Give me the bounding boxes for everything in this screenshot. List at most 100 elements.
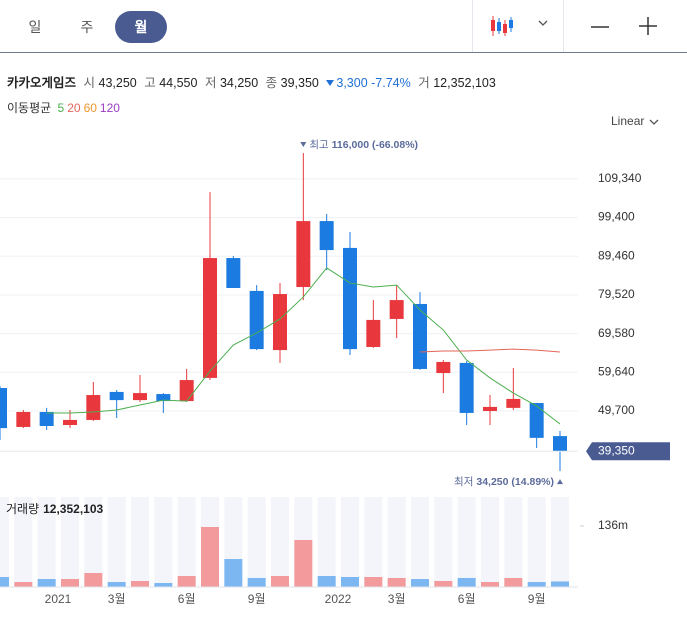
volume-bar	[247, 577, 266, 587]
volume-bar	[177, 576, 196, 587]
volume-column-bg	[14, 497, 33, 587]
volume-bar	[294, 540, 313, 587]
period-tab[interactable]: 일	[28, 19, 42, 35]
candle-body	[413, 303, 427, 369]
chart-type-dropdown[interactable]	[537, 18, 549, 28]
x-tick-label: 2021	[45, 592, 72, 606]
volume-bar	[14, 582, 33, 587]
volume-column-bg	[481, 497, 499, 587]
annotation-value: 116,000 (-66.08%)	[332, 139, 418, 151]
period-tab[interactable]: 주	[80, 19, 94, 35]
candle-body	[389, 300, 404, 319]
volume-bar	[434, 580, 453, 587]
candle-body	[109, 391, 124, 401]
volume-bar	[201, 527, 219, 587]
volume-bar	[0, 577, 9, 587]
x-tick-label: 2022	[325, 592, 352, 606]
moving-average-period: 60	[83, 101, 97, 115]
volume-column-bg	[504, 497, 523, 587]
change-percent: -7.74%	[371, 76, 411, 90]
volume-column-bg	[131, 497, 149, 587]
x-tick-label: 9월	[248, 592, 266, 606]
high-value: 44,550	[159, 76, 198, 90]
volume-title: 거래량 12,352,103	[6, 502, 104, 516]
down-arrow	[326, 80, 335, 86]
volume-bar	[457, 577, 476, 587]
annotation-label: 최고	[309, 139, 329, 151]
close-value: 39,350	[280, 76, 319, 90]
x-tick-label: 3월	[108, 592, 126, 606]
volume-bar	[504, 577, 523, 587]
candle-body	[296, 221, 311, 288]
volume-column-bg	[387, 497, 406, 587]
candle-body	[506, 398, 521, 408]
volume-bar	[154, 583, 173, 587]
volume-bar	[527, 582, 546, 587]
moving-average-legend: 이동평균 5 20 60 120	[7, 99, 120, 116]
volume-column-bg	[61, 497, 79, 587]
annotation: 최고 116,000 (-66.08%)	[309, 139, 418, 151]
candle-body	[133, 393, 147, 401]
x-tick-label: 6월	[178, 592, 196, 606]
annotation-marker	[300, 141, 307, 147]
scale-menu[interactable]: Linear	[611, 114, 660, 128]
high-label: 고	[144, 76, 156, 90]
volume-bar	[84, 573, 103, 587]
volume-title-value: 12,352,103	[43, 502, 103, 516]
volume-column-bg	[37, 497, 56, 587]
candle-body	[39, 411, 54, 426]
volume-bar	[387, 577, 406, 587]
y-tick-label: 99,400	[598, 210, 635, 224]
volume-column-bg	[107, 497, 126, 587]
volume-column-bg	[177, 497, 196, 587]
candle-body	[436, 361, 451, 374]
close-label: 종	[265, 76, 278, 90]
moving-average-period: 120	[99, 101, 120, 115]
candle-body	[16, 411, 31, 427]
volume-bar	[411, 579, 429, 587]
candle-body	[203, 258, 217, 378]
volume-title-label: 거래량	[6, 502, 39, 516]
volume-column-bg	[271, 497, 289, 587]
moving-average-line	[419, 348, 561, 353]
moving-average-period: 20	[67, 101, 81, 115]
volume-column-bg	[527, 497, 546, 587]
volume-column-bg	[0, 497, 9, 587]
candle-body	[273, 294, 287, 351]
volume-label: 거	[418, 76, 430, 90]
volume-bar	[481, 582, 499, 587]
volume-column-bg	[434, 497, 453, 587]
moving-average-period: 5	[57, 101, 65, 115]
volume-column-bg	[341, 497, 359, 587]
low-value: 34,250	[219, 76, 259, 90]
annotation-label: 최저	[454, 476, 473, 488]
volume-bar	[224, 559, 243, 587]
volume-column-bg	[457, 497, 476, 587]
open-value: 43,250	[98, 76, 137, 90]
candle-body	[86, 395, 101, 420]
volume-bar	[271, 576, 289, 587]
moving-average-line	[46, 267, 561, 425]
candle-body	[529, 403, 544, 438]
period-tab[interactable]: 월	[115, 11, 167, 43]
divider	[472, 0, 473, 52]
candle-body	[179, 380, 194, 402]
scale-menu-chevron	[649, 119, 659, 125]
quote-summary: 카카오게임즈 시 43,250 고 44,550 저 34,250 종 39,3…	[7, 72, 496, 91]
chart-type-button[interactable]	[490, 14, 516, 38]
volume-column-bg	[317, 497, 336, 587]
candle-body	[319, 221, 334, 251]
candle-body	[226, 258, 241, 289]
zoom-out-button[interactable]	[589, 16, 611, 38]
zoom-in-button[interactable]	[637, 15, 659, 37]
volume-bar	[37, 579, 56, 587]
candle-body	[63, 419, 77, 426]
y-tick-label: 59,640	[598, 364, 635, 378]
candle-body	[343, 247, 357, 350]
y-tick-label: 69,580	[598, 326, 635, 340]
y-tick-label: 79,520	[598, 287, 635, 301]
change-value: 3,300	[336, 76, 368, 90]
volume-column-bg	[154, 497, 173, 587]
